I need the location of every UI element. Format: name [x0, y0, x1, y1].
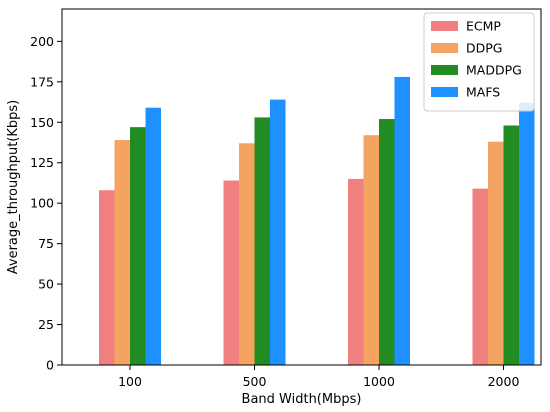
y-tick-label: 50	[38, 277, 54, 292]
bar-ecmp-1000	[348, 178, 364, 365]
y-axis: 0 25 50 75 100 125 150 175 200	[30, 34, 62, 373]
x-tick-label: 500	[243, 374, 267, 389]
legend-swatch-mafs	[431, 87, 458, 97]
legend-swatch-ecmp	[431, 21, 458, 31]
legend-swatch-maddpg	[431, 65, 458, 75]
legend-label-ddpg: DDPG	[466, 41, 502, 56]
y-tick-label: 0	[46, 358, 54, 373]
bar-maddpg-2000	[503, 125, 519, 365]
y-tick-label: 175	[30, 74, 54, 89]
legend: ECMP DDPG MADDPG MAFS	[423, 12, 535, 112]
bar-ddpg-2000	[488, 141, 504, 365]
legend-box	[423, 12, 535, 112]
bar-maddpg-100	[130, 127, 146, 365]
bar-maddpg-1000	[379, 119, 395, 365]
y-tick-label: 100	[30, 196, 54, 211]
x-tick-label: 1000	[363, 374, 395, 389]
plot-frame	[61, 8, 542, 366]
y-tick-label: 200	[30, 34, 54, 49]
y-tick-label: 75	[38, 236, 54, 251]
bar-mafs-1000	[394, 76, 410, 366]
bar-mafs-2000	[519, 102, 535, 365]
bar-ecmp-2000	[472, 188, 488, 365]
y-tick-label: 25	[38, 317, 54, 332]
bar-ecmp-100	[99, 190, 115, 365]
y-tick-label: 150	[30, 115, 54, 130]
y-axis-label: Average_throughput(Kbps)	[6, 100, 21, 275]
bars-layer	[99, 76, 535, 366]
bar-ddpg-1000	[363, 135, 379, 365]
bar-ecmp-500	[223, 180, 239, 365]
x-tick-label: 2000	[488, 374, 520, 389]
legend-label-mafs: MAFS	[466, 85, 500, 100]
bar-ddpg-500	[239, 143, 255, 365]
legend-swatch-ddpg	[431, 43, 458, 53]
bar-ddpg-100	[114, 140, 130, 365]
legend-label-ecmp: ECMP	[466, 19, 501, 34]
x-axis: 100 500 1000 2000	[118, 365, 519, 389]
legend-label-maddpg: MADDPG	[466, 63, 522, 78]
x-tick-label: 100	[118, 374, 142, 389]
bar-mafs-500	[270, 99, 286, 366]
bar-mafs-100	[145, 107, 161, 365]
x-axis-label: Band Width(Mbps)	[242, 392, 362, 407]
y-tick-label: 125	[30, 155, 54, 170]
bar-maddpg-500	[254, 117, 270, 365]
